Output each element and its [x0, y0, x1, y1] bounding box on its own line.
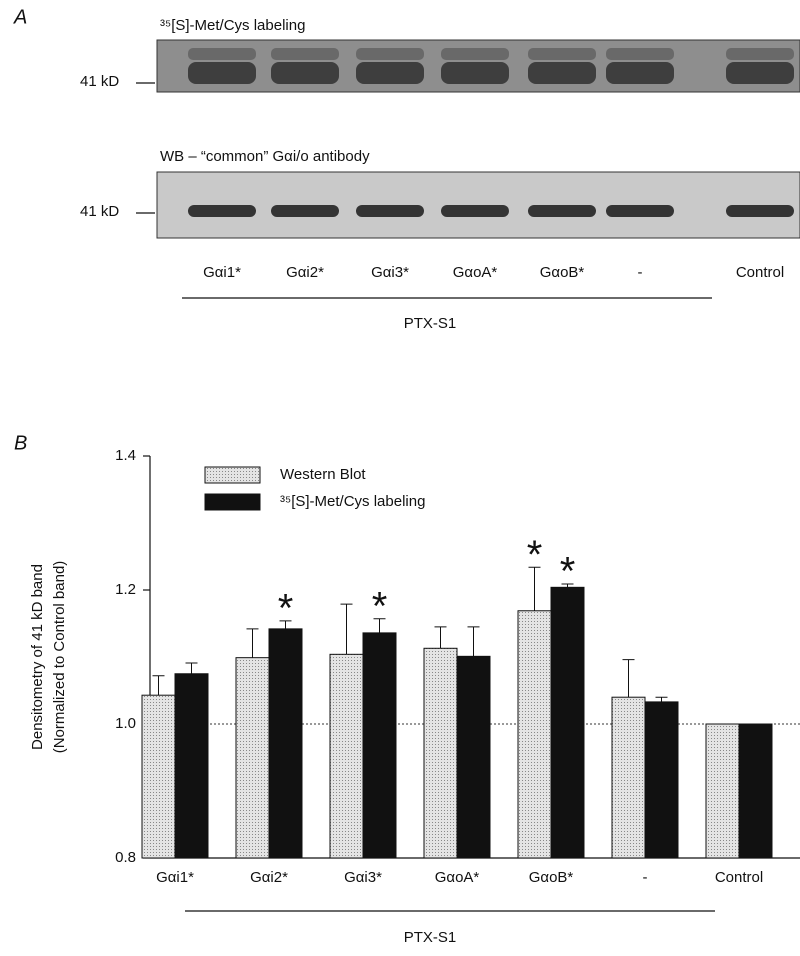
bar-chart: 0.8 1.0 1.2 1.4 Gαi1* Gαi2* * Gαi3* * GαoA* GαoB* *… [115, 447, 800, 946]
x-tick-label: GαoA* [435, 869, 480, 886]
blot-band [271, 205, 339, 217]
bar [645, 702, 678, 858]
significance-marker: * [560, 550, 576, 594]
blot-band [726, 48, 794, 60]
y-axis-label: (Normalized to Control band) [51, 561, 68, 754]
significance-marker: * [278, 586, 294, 630]
bar [518, 611, 551, 858]
x-tick-label: Control [715, 869, 763, 886]
bar [330, 654, 363, 858]
blot-band [271, 62, 339, 84]
bar [269, 629, 302, 858]
error-bar [623, 660, 635, 698]
legend-swatch [205, 494, 260, 510]
blot-band [188, 205, 256, 217]
y-tick-label: 1.0 [115, 715, 136, 732]
bar [551, 587, 584, 858]
bar [424, 648, 457, 858]
significance-marker: * [372, 584, 388, 628]
x-tick-label: GαoB* [529, 869, 574, 886]
blot-band [441, 205, 509, 217]
bar [706, 724, 739, 858]
lane-label: GαoA* [453, 264, 498, 281]
error-bar [656, 697, 668, 702]
blot-band [528, 205, 596, 217]
legend-label: ³⁵[S]-Met/Cys labeling [280, 493, 425, 510]
blot-band [726, 205, 794, 217]
lane-label: Gαi3* [371, 264, 409, 281]
bar [236, 658, 269, 858]
y-tick-label: 0.8 [115, 849, 136, 866]
group-label: PTX-S1 [404, 315, 457, 332]
blot-band [441, 48, 509, 60]
error-bar [186, 663, 198, 674]
bar [612, 697, 645, 858]
lane-label: Gαi2* [286, 264, 324, 281]
blot-band [188, 48, 256, 60]
blot-band [606, 205, 674, 217]
size-marker: 41 kD [80, 203, 119, 220]
legend-swatch [205, 467, 260, 483]
bar [457, 656, 490, 858]
significance-marker: * [527, 533, 543, 577]
blot-band [271, 48, 339, 60]
blot-title: ³⁵[S]-Met/Cys labeling [160, 17, 305, 34]
bar [142, 695, 175, 858]
x-tick-label: Gαi2* [250, 869, 288, 886]
blot-band [356, 205, 424, 217]
lane-label: Control [736, 264, 784, 281]
lane-label: GαoB* [540, 264, 585, 281]
error-bar [247, 629, 259, 658]
bar [363, 633, 396, 858]
blot-band [188, 62, 256, 84]
blot-title: WB – “common” Gαi/o antibody [160, 148, 370, 165]
blot-band [356, 62, 424, 84]
error-bar [341, 604, 353, 654]
panel-label: A [13, 6, 27, 28]
error-bar [153, 676, 165, 695]
bar [175, 674, 208, 858]
lane-label: Gαi1* [203, 264, 241, 281]
y-axis-label: Densitometry of 41 kD band [29, 564, 46, 750]
error-bar [435, 627, 447, 648]
blot-band [528, 62, 596, 84]
panel-label: B [14, 432, 27, 454]
x-tick-label: - [643, 869, 648, 886]
blot-band [726, 62, 794, 84]
bar [739, 724, 772, 858]
group-label: PTX-S1 [404, 929, 457, 946]
error-bar [468, 627, 480, 656]
y-tick-label: 1.4 [115, 447, 136, 464]
blot-band [356, 48, 424, 60]
blot-band [441, 62, 509, 84]
legend-label: Western Blot [280, 466, 366, 483]
y-tick-label: 1.2 [115, 581, 136, 598]
figure: A ³⁵[S]-Met/Cys labeling WB – “common” G… [0, 0, 800, 951]
lane-label: - [638, 264, 643, 281]
x-tick-label: Gαi1* [156, 869, 194, 886]
blot-band [606, 62, 674, 84]
blot-band [606, 48, 674, 60]
page: {"panel_a": {"label": "A", "blots": [{"t… [0, 0, 800, 956]
blot-band [528, 48, 596, 60]
size-marker: 41 kD [80, 73, 119, 90]
x-tick-label: Gαi3* [344, 869, 382, 886]
